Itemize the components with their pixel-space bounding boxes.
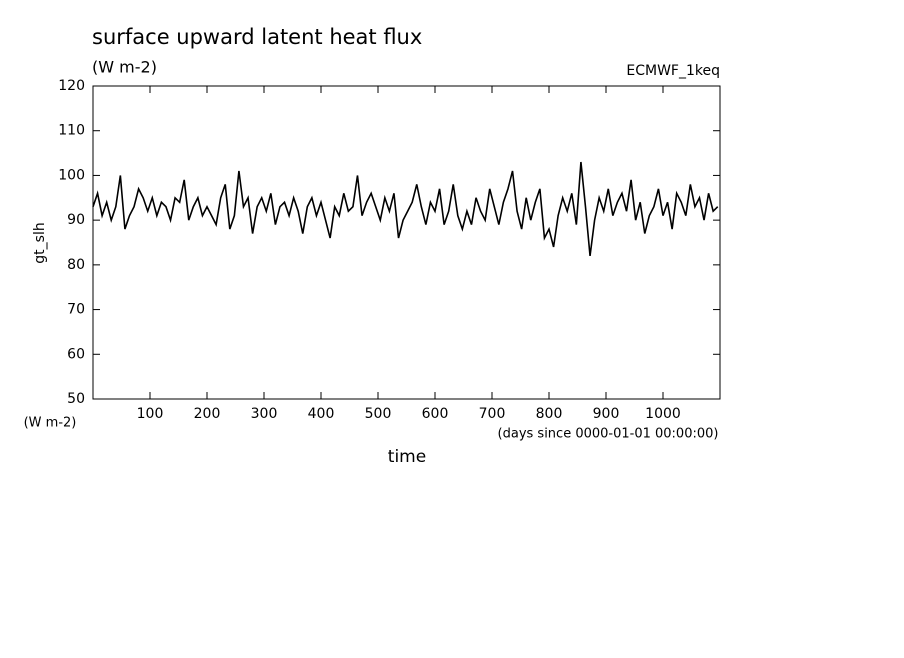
x-tick-label: 900	[593, 406, 620, 422]
y-tick-label: 110	[58, 123, 85, 139]
x-tick-label: 200	[194, 406, 221, 422]
y-tick-label: 70	[67, 302, 85, 318]
y-unit-label: (W m-2)	[24, 416, 77, 431]
x-tick-label: 100	[137, 406, 164, 422]
x-tick-label: 700	[479, 406, 506, 422]
x-axis-label: time	[388, 447, 426, 467]
plot-frame	[92, 85, 721, 400]
x-tick-label: 300	[251, 406, 278, 422]
y-tick-label: 50	[67, 391, 85, 407]
y-tick-label: 80	[67, 257, 85, 273]
y-axis-label: gt_slh	[32, 222, 48, 263]
x-tick-label: 600	[422, 406, 449, 422]
data-line	[92, 161, 719, 257]
y-tick-label: 60	[67, 346, 85, 362]
x-tick-label: 500	[365, 406, 392, 422]
chart-title: surface upward latent heat flux	[92, 25, 422, 49]
y-tick-label: 100	[58, 167, 85, 183]
subtitle: (W m-2)	[92, 58, 157, 77]
x-unit-label: (days since 0000-01-01 00:00:00)	[498, 427, 719, 442]
annotation: ECMWF_1keq	[626, 63, 720, 79]
x-tick-label: 800	[536, 406, 563, 422]
y-tick-label: 120	[58, 78, 85, 94]
x-tick-label: 1000	[645, 406, 681, 422]
y-tick-label: 90	[67, 212, 85, 228]
x-tick-label: 400	[308, 406, 335, 422]
